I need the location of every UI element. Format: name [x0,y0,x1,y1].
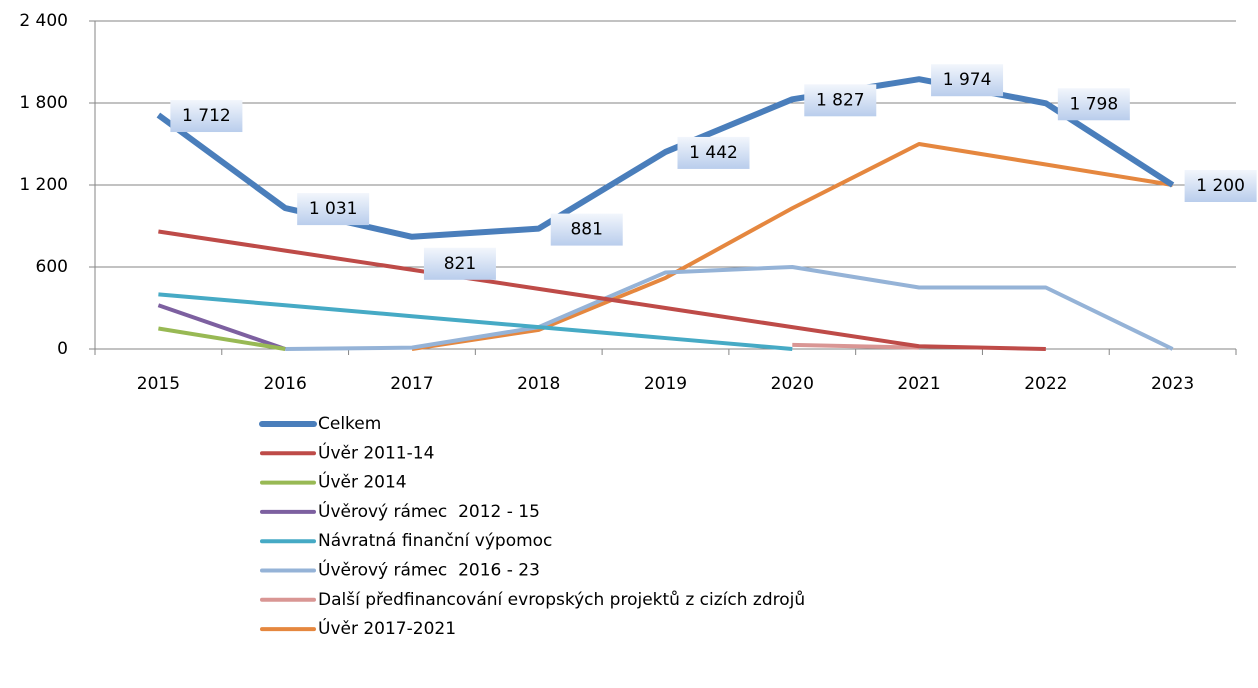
x-tick-label: 2018 [517,374,560,394]
y-tick-label: 1 800 [19,93,68,113]
data-label: 1 442 [689,143,738,163]
x-tick-label: 2017 [390,374,433,394]
data-label-box [550,213,623,246]
y-tick-label: 1 200 [19,175,68,195]
legend-label: Celkem [318,414,381,434]
series-line [158,292,793,351]
data-label: 1 974 [943,70,992,90]
data-label-box [1057,88,1130,121]
legend-label: Další předfinancování evropských projekt… [318,590,805,610]
legend-label: Úvěr 2014 [318,471,407,493]
x-tick-label: 2019 [644,374,687,394]
data-label: 881 [570,220,602,240]
series-line [285,265,1174,351]
legend-label: Úvěrový rámec 2012 - 15 [318,500,540,522]
x-tick-label: 2023 [1151,374,1194,394]
series-line [158,326,286,351]
data-label: 1 798 [1069,94,1118,114]
data-label: 821 [444,254,476,274]
data-label-box [170,100,243,133]
x-tick-label: 2016 [264,374,307,394]
y-tick-label: 0 [57,339,68,359]
y-tick-label: 600 [36,257,68,277]
data-label-box [1184,170,1257,202]
data-label-box [931,64,1004,97]
y-tick-label: 2 400 [19,11,68,31]
legend-label: Úvěr 2011-14 [318,441,434,463]
data-label-box [423,247,496,280]
legend-label: Úvěr 2017-2021 [318,617,456,639]
series-line [158,229,1046,351]
x-tick-label: 2015 [137,374,180,394]
legend-label: Návratná finanční výpomoc [318,531,552,551]
data-label-box [804,84,877,117]
data-label-box [677,136,750,169]
x-tick-label: 2021 [897,374,940,394]
x-tick-label: 2022 [1024,374,1067,394]
data-label: 1 827 [816,90,865,110]
series-line [157,303,286,351]
series-line [411,142,1173,351]
data-label: 1 031 [309,199,358,219]
x-tick-label: 2020 [771,374,814,394]
data-label-box [297,193,370,226]
data-label: 1 200 [1196,176,1245,196]
legend-label: Úvěrový rámec 2016 - 23 [318,559,540,581]
data-label: 1 712 [182,106,231,126]
series-line [792,342,920,350]
